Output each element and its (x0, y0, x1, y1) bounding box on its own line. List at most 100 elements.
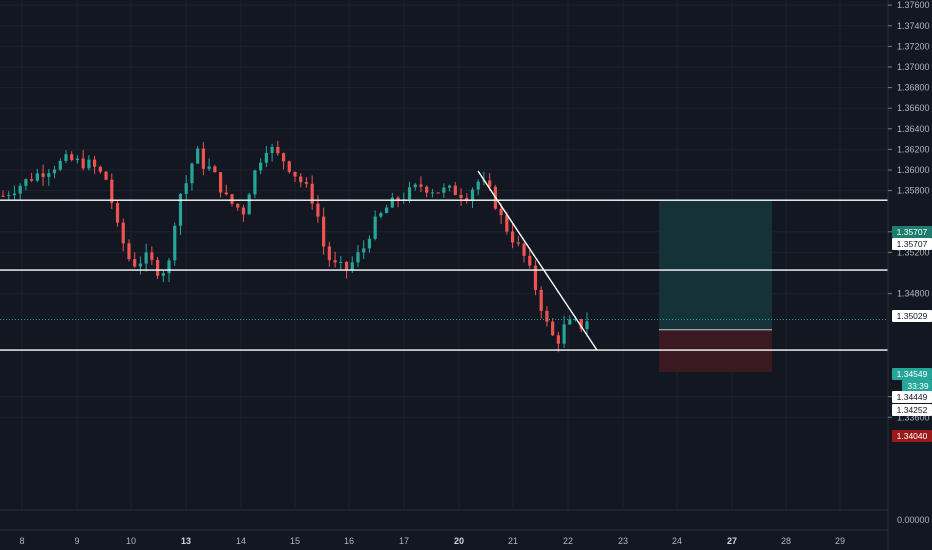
position-zones (659, 200, 772, 372)
candle-body (304, 182, 309, 184)
candle-body (545, 310, 549, 322)
candle-body (133, 259, 137, 267)
candle-body (459, 195, 463, 199)
candle-body (430, 192, 435, 194)
price-label-line (892, 310, 932, 322)
candle-body (247, 194, 251, 215)
candle-body (350, 262, 354, 270)
candle-body (224, 192, 228, 195)
candle-body (253, 170, 257, 195)
horizontal-levels[interactable] (0, 199, 888, 351)
time-tick: 13 (181, 536, 191, 546)
candle-body (173, 225, 177, 261)
candle-body (425, 186, 429, 193)
candle-body (70, 154, 74, 161)
price-label-stop (892, 430, 932, 442)
time-axis[interactable]: 8 9 10 13 14 15 16 17 20 21 22 23 24 27 28 29 (19, 536, 845, 546)
candle-body (568, 319, 572, 325)
candle-body (30, 179, 34, 181)
price-label-timer (902, 380, 932, 392)
candle-body (379, 213, 383, 217)
profit-zone[interactable] (659, 200, 772, 330)
candle-body (121, 222, 125, 244)
candle-body (556, 335, 560, 344)
candle-body (144, 252, 148, 264)
price-label-text: 1.34040 (897, 431, 928, 441)
candle-body (184, 183, 188, 194)
indicator-pane: 0.00000 (897, 515, 930, 525)
candle-body (201, 148, 205, 169)
candle-body (207, 166, 211, 169)
candle-body (453, 185, 457, 196)
candle-body (167, 260, 171, 274)
candle-body (58, 160, 62, 170)
price-tick: 1.37600 (897, 0, 930, 10)
time-tick: 21 (508, 536, 518, 546)
candle-body (385, 207, 389, 214)
candle-body (178, 193, 183, 226)
time-tick: 10 (126, 536, 136, 546)
candle-body (104, 171, 108, 180)
candle-body (24, 179, 28, 186)
candle-body (299, 176, 303, 183)
candle-body (579, 319, 583, 330)
candle-body (81, 158, 85, 169)
loss-zone[interactable] (659, 329, 772, 372)
candle-body (18, 185, 22, 194)
price-label-line (892, 238, 932, 250)
price-label-text: 1.35707 (897, 227, 928, 237)
candle-body (585, 321, 589, 330)
price-tick: 1.37400 (897, 21, 930, 31)
candle-body (528, 255, 532, 266)
candle-body (93, 159, 97, 167)
candle-body (447, 185, 452, 188)
price-tick: 1.35200 (897, 247, 930, 257)
candle-body (110, 179, 114, 204)
time-tick: 23 (618, 536, 628, 546)
candle-body (551, 321, 555, 336)
candle-body (150, 252, 154, 260)
price-label-text: 1.34549 (897, 369, 928, 379)
price-tick: 1.36000 (897, 165, 930, 175)
candle-body (138, 263, 143, 267)
price-label-text: 1.34449 (897, 392, 928, 402)
price-labels: 1.35707 1.35707 1.35029 1.34549 33:391.34449… (892, 226, 932, 442)
time-tick: 20 (454, 536, 464, 546)
candle-body (35, 173, 39, 181)
candle-body (293, 171, 297, 177)
trendline-segment[interactable] (477, 170, 598, 351)
candle-body (510, 231, 515, 243)
candle-body (499, 208, 503, 216)
time-tick: 27 (727, 536, 737, 546)
time-tick: 16 (344, 536, 354, 546)
price-tick: 1.36400 (897, 124, 930, 134)
candle-body (516, 242, 520, 244)
candle-body (322, 216, 326, 247)
candle-body (373, 216, 377, 239)
candle-body (367, 238, 372, 249)
trendline[interactable] (477, 170, 598, 351)
price-label-text: 1.34252 (897, 405, 928, 415)
candle-body (470, 189, 475, 202)
candle-body (573, 319, 578, 321)
price-tick: 1.36600 (897, 103, 930, 113)
candle-body (190, 163, 194, 184)
time-tick: 17 (399, 536, 409, 546)
candle-body (281, 153, 286, 162)
candle-body (87, 159, 91, 169)
candle-body (264, 152, 268, 163)
time-tick: 15 (290, 536, 300, 546)
candle-body (1, 195, 5, 197)
candle-body (241, 207, 246, 215)
candle-body (327, 246, 331, 261)
candle-body (161, 273, 165, 276)
candle-body (339, 261, 343, 263)
time-tick: 29 (835, 536, 845, 546)
candle-body (270, 146, 274, 153)
candle-body (287, 161, 291, 172)
candle-body (98, 166, 102, 172)
candle-body (115, 203, 120, 223)
time-tick: 8 (19, 536, 24, 546)
